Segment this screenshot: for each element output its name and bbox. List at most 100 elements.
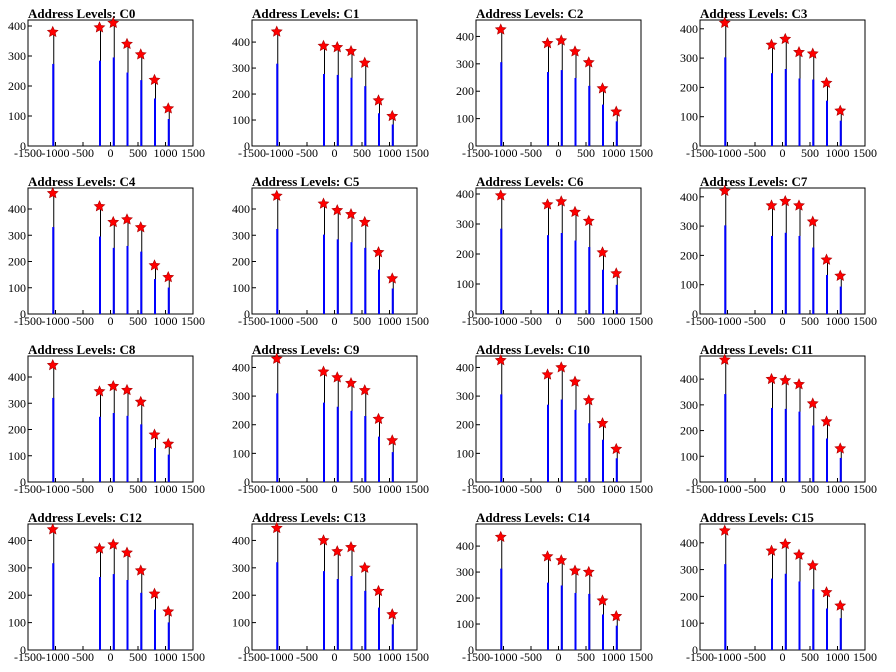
- histogram-bar: [323, 73, 325, 146]
- histogram-bar: [574, 409, 577, 482]
- histogram-bar: [560, 399, 563, 482]
- x-tick-label: 0: [780, 650, 786, 664]
- peak-marker: [270, 189, 283, 201]
- histogram-bar: [167, 454, 170, 482]
- peak-marker: [46, 523, 59, 535]
- histogram-bar: [126, 72, 129, 146]
- peak-marker: [610, 442, 623, 455]
- histogram-bar: [323, 571, 325, 650]
- peak-marker: [779, 374, 792, 386]
- peak-marker: [162, 437, 175, 449]
- peak-marker: [541, 198, 554, 210]
- peak-marker: [555, 361, 568, 373]
- x-tick-label: 1500: [629, 482, 653, 496]
- y-tick-label: 100: [680, 278, 698, 292]
- histogram-bar: [391, 124, 394, 146]
- histogram-bar: [126, 415, 129, 482]
- x-tick-label: -1500: [14, 146, 42, 160]
- y-tick-label: 400: [456, 29, 474, 43]
- histogram-bar: [500, 394, 503, 482]
- peak-marker: [358, 56, 371, 68]
- x-tick-label: -500: [296, 146, 318, 160]
- chart-title: Address Levels: C13: [252, 510, 366, 525]
- y-tick-label: 100: [456, 277, 474, 291]
- histogram-bar: [323, 402, 325, 482]
- histogram-bar: [154, 279, 156, 314]
- peak-marker: [820, 253, 833, 265]
- histogram-bar: [391, 452, 394, 482]
- histogram-bar: [839, 120, 842, 146]
- chart-panel: Address Levels: C5 -1500 -1000 -500 0 500 1000…: [224, 168, 448, 336]
- y-tick-label: 0: [244, 643, 250, 657]
- histogram-bar: [812, 425, 815, 482]
- peak-marker: [582, 394, 595, 406]
- y-tick-label: 0: [20, 475, 26, 489]
- x-tick-label: 0: [332, 482, 338, 496]
- x-tick-label: -1500: [686, 314, 714, 328]
- x-tick-label: -500: [744, 146, 766, 160]
- peak-marker: [834, 599, 847, 611]
- histogram-bar: [500, 228, 503, 314]
- x-tick-label: 0: [556, 650, 562, 664]
- x-tick-label: -1000: [266, 650, 294, 664]
- histogram-bar: [140, 592, 143, 650]
- y-tick-label: 200: [680, 80, 698, 94]
- x-tick-label: 1000: [154, 482, 178, 496]
- peak-marker: [93, 385, 106, 397]
- y-tick-label: 400: [232, 533, 250, 547]
- peak-marker: [331, 371, 344, 383]
- y-tick-label: 0: [692, 643, 698, 657]
- histogram-bar: [140, 424, 143, 482]
- peak-marker: [121, 383, 133, 396]
- histogram-bar: [560, 233, 563, 314]
- peak-marker: [270, 352, 283, 364]
- x-tick-label: -1500: [238, 146, 266, 160]
- chart-panel: Address Levels: C7 -1500 -1000 -500 0 500 1000…: [672, 168, 896, 336]
- histogram-bar: [602, 439, 604, 482]
- y-tick-label: 300: [8, 228, 26, 242]
- peak-marker: [345, 376, 357, 389]
- y-tick-label: 200: [680, 589, 698, 603]
- chart-plot: -1500 -1000 -500 0 500 1000 1500 0 100 200 300 400: [680, 523, 877, 664]
- peak-marker: [596, 82, 609, 94]
- x-tick-label: 1000: [378, 146, 402, 160]
- x-tick-label: 500: [129, 650, 147, 664]
- chart-plot: -1500 -1000 -500 0 500 1000 1500 0 100 200 300 400: [232, 521, 429, 664]
- peak-marker: [162, 102, 175, 114]
- histogram-bar: [391, 624, 394, 650]
- histogram-bar: [378, 113, 380, 146]
- y-tick-label: 200: [456, 247, 474, 261]
- peak-marker: [834, 442, 847, 454]
- histogram-bar: [52, 63, 55, 146]
- y-tick-label: 100: [232, 281, 250, 295]
- chart-plot: -1500 -1000 -500 0 500 1000 1500 0 100 200 300 400: [680, 184, 877, 328]
- histogram-bar: [588, 423, 591, 482]
- histogram-bar: [602, 104, 604, 146]
- histogram-bar: [140, 80, 143, 146]
- histogram-bar: [140, 251, 143, 314]
- y-tick-label: 300: [680, 219, 698, 233]
- peak-marker: [610, 610, 623, 622]
- x-tick-label: -500: [520, 650, 542, 664]
- histogram-bar: [126, 245, 129, 314]
- histogram-bar: [112, 574, 115, 650]
- x-tick-label: -1500: [462, 650, 490, 664]
- histogram-bar: [574, 240, 577, 314]
- histogram-bar: [99, 416, 101, 482]
- x-tick-label: 0: [780, 482, 786, 496]
- chart-panel: Address Levels: C15 -1500 -1000 -500 0 500 100…: [672, 504, 896, 672]
- peak-marker: [596, 417, 609, 429]
- histogram-bar: [560, 585, 563, 650]
- histogram-bar: [52, 563, 55, 650]
- peak-marker: [596, 246, 609, 258]
- chart-plot: -1500 -1000 -500 0 500 1000 1500 0 100 200 300 400: [232, 19, 429, 160]
- y-tick-label: 400: [8, 202, 26, 216]
- peak-marker: [121, 546, 133, 558]
- y-tick-label: 300: [232, 389, 250, 403]
- x-tick-label: 500: [129, 146, 147, 160]
- histogram-bar: [560, 70, 563, 146]
- histogram-bar: [378, 436, 380, 482]
- histogram-bar: [547, 404, 549, 482]
- peak-marker: [596, 594, 609, 606]
- chart-title: Address Levels: C15: [700, 510, 814, 525]
